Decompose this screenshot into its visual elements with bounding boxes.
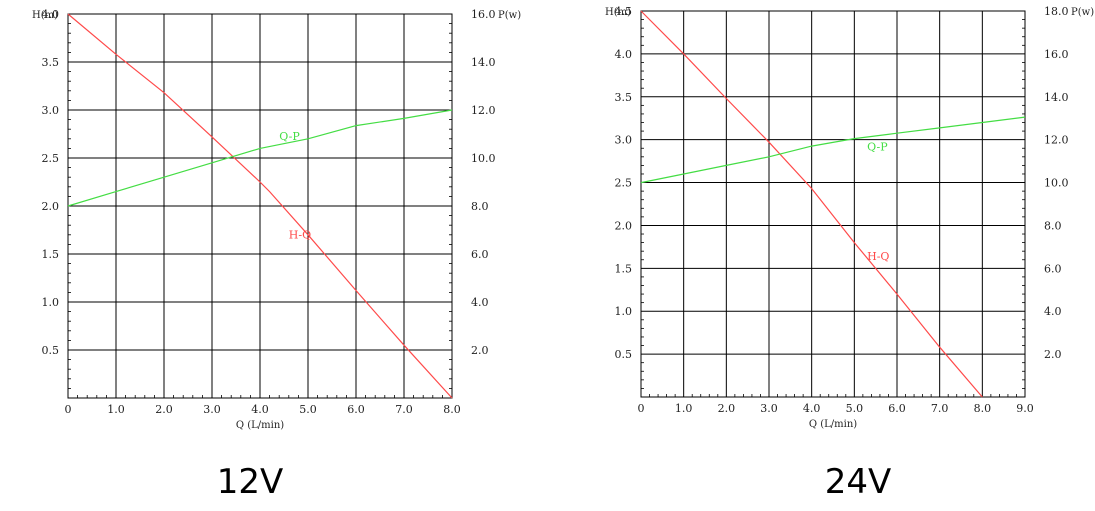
chart-24v: 0 1.0 2.0 3.0 4.0 5.0 6.0 7.0 8.0 9.0 0.5 1.0 1.5 2.0… bbox=[605, 5, 1094, 430]
series-label-q-p: Q-P bbox=[867, 140, 888, 153]
y-left-tick-label: 1.5 bbox=[615, 262, 633, 275]
plot-frame bbox=[640, 10, 1026, 398]
y-left-tick-label: 1.5 bbox=[42, 248, 60, 261]
y-right-tick-label: 8.0 bbox=[1044, 219, 1062, 232]
y-left-tick-label: 1.0 bbox=[615, 305, 633, 318]
x-tick-label: 1.0 bbox=[107, 403, 125, 416]
y-right-tick-label: 14.0 bbox=[1044, 91, 1069, 104]
x-tick-label: 0 bbox=[638, 402, 645, 415]
chart-panel-12v: 0 1.0 2.0 3.0 4.0 5.0 6.0 7.0 8.0 0.5 1.0 1.5 2.0 2.5… bbox=[0, 0, 545, 511]
y-left-tick-label: 3.5 bbox=[615, 91, 633, 104]
y-right-tick-label: 12.0 bbox=[471, 104, 496, 117]
x-tick-label: 5.0 bbox=[846, 402, 864, 415]
chart-panel-24v: 0 1.0 2.0 3.0 4.0 5.0 6.0 7.0 8.0 9.0 0.5 1.0 1.5 2.0… bbox=[548, 0, 1095, 511]
chart-caption-24v: 24V bbox=[824, 462, 892, 502]
y-right-axis-label: P(w) bbox=[1071, 7, 1094, 18]
series-line-h-q bbox=[67, 13, 453, 399]
y-left-tick-label: 3.5 bbox=[42, 56, 60, 69]
y-left-tick-label: 4.5 bbox=[615, 5, 633, 18]
y-right-tick-label: 6.0 bbox=[471, 248, 489, 261]
y-left-tick-label: 4.0 bbox=[615, 48, 633, 61]
y-left-tick-label: 2.5 bbox=[42, 152, 60, 165]
x-tick-label: 6.0 bbox=[347, 403, 365, 416]
series-label-q-p: Q-P bbox=[279, 130, 300, 143]
y-left-tick-label: 0.5 bbox=[615, 348, 633, 361]
y-right-tick-label: 8.0 bbox=[471, 200, 489, 213]
y-right-tick-label: 6.0 bbox=[1044, 262, 1062, 275]
y-right-tick-label: 14.0 bbox=[471, 56, 496, 69]
y-right-tick-label: 4.0 bbox=[1044, 305, 1062, 318]
x-tick-label: 6.0 bbox=[888, 402, 906, 415]
chart-12v: 0 1.0 2.0 3.0 4.0 5.0 6.0 7.0 8.0 0.5 1.0 1.5 2.0 2.5… bbox=[32, 8, 521, 431]
y-right-tick-label: 10.0 bbox=[1044, 177, 1069, 190]
x-axis-label: Q (L/min) bbox=[236, 420, 284, 431]
x-tick-label: 0 bbox=[65, 403, 72, 416]
series-line-q-p bbox=[640, 116, 1026, 184]
y-right-tick-label: 2.0 bbox=[471, 344, 489, 357]
y-left-tick-label: 2.5 bbox=[615, 177, 633, 190]
y-right-tick-label: 12.0 bbox=[1044, 134, 1069, 147]
x-tick-label: 3.0 bbox=[203, 403, 221, 416]
x-tick-label: 4.0 bbox=[803, 402, 821, 415]
x-axis-label: Q (L/min) bbox=[809, 419, 857, 430]
x-tick-label: 1.0 bbox=[675, 402, 693, 415]
series-line-q-p bbox=[67, 109, 453, 207]
y-left-axis-label: H(m) bbox=[32, 10, 58, 21]
x-tick-label: 9.0 bbox=[1016, 402, 1034, 415]
y-left-tick-label: 2.0 bbox=[42, 200, 60, 213]
x-tick-label: 2.0 bbox=[155, 403, 173, 416]
y-right-tick-label: 10.0 bbox=[471, 152, 496, 165]
y-right-tick-label: 2.0 bbox=[1044, 348, 1062, 361]
x-tick-label: 5.0 bbox=[299, 403, 317, 416]
y-left-tick-label: 0.5 bbox=[42, 344, 60, 357]
x-tick-label: 3.0 bbox=[760, 402, 778, 415]
series-label-h-q: H-Q bbox=[867, 250, 889, 263]
x-tick-label: 8.0 bbox=[443, 403, 461, 416]
y-left-axis-label: H(m) bbox=[605, 7, 631, 18]
y-left-tick-label: 2.0 bbox=[615, 219, 633, 232]
y-right-tick-label: 16.0 bbox=[471, 8, 496, 21]
x-tick-label: 4.0 bbox=[251, 403, 269, 416]
x-tick-label: 7.0 bbox=[931, 402, 949, 415]
y-left-tick-label: 3.0 bbox=[42, 104, 60, 117]
x-tick-label: 8.0 bbox=[974, 402, 992, 415]
y-left-tick-label: 3.0 bbox=[615, 134, 633, 147]
y-right-tick-label: 4.0 bbox=[471, 296, 489, 309]
y-right-axis-label: P(w) bbox=[498, 10, 521, 21]
x-tick-label: 7.0 bbox=[395, 403, 413, 416]
y-right-tick-label: 18.0 bbox=[1044, 5, 1069, 18]
chart-caption-12v: 12V bbox=[216, 462, 284, 502]
y-right-tick-label: 16.0 bbox=[1044, 48, 1069, 61]
x-tick-label: 2.0 bbox=[718, 402, 736, 415]
series-line-h-q bbox=[640, 10, 983, 398]
y-left-tick-label: 4.0 bbox=[42, 8, 60, 21]
series-label-h-q: H-Q bbox=[289, 229, 311, 242]
y-left-tick-label: 1.0 bbox=[42, 296, 60, 309]
